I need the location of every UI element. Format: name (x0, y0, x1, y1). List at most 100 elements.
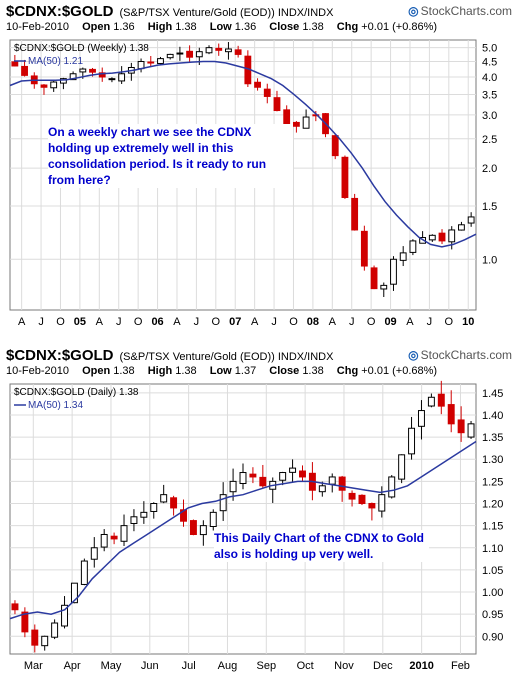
candle (90, 537, 98, 568)
candle-body (378, 494, 386, 512)
x-tick-label: May (101, 660, 122, 672)
candle (399, 246, 407, 267)
plot-area (9, 383, 477, 655)
candle-body (360, 230, 368, 267)
candle-body (467, 216, 475, 224)
chart-symbol: $CDNX:$GOLD (6, 347, 114, 364)
quote-open-label: Open (82, 21, 111, 33)
x-tick-label: 2010 (409, 660, 433, 672)
x-tick-label: Aug (218, 660, 238, 672)
candle-body (11, 61, 19, 67)
chart-description: (S&P/TSX Venture/Gold (EOD)) INDX/INDX (119, 351, 334, 363)
candle (351, 193, 359, 231)
quote-close: 1.38 (302, 365, 324, 377)
candle-body (176, 52, 184, 55)
candle-body (254, 81, 261, 88)
candle-body (41, 635, 49, 647)
candle (254, 78, 261, 91)
candle-body (348, 492, 356, 500)
candle-body (341, 156, 349, 198)
x-tick-label: Feb (451, 660, 470, 672)
quote-close: 1.38 (302, 21, 324, 33)
candle-body (428, 234, 436, 241)
candle-body (89, 68, 96, 73)
y-tick-label: 3.0 (482, 110, 497, 122)
candle (370, 265, 378, 290)
candle (338, 475, 346, 502)
candle (205, 45, 213, 55)
candle (331, 134, 339, 160)
candle (428, 234, 436, 242)
candle-body (61, 604, 69, 627)
y-tick-label: 5.0 (482, 43, 497, 55)
quote-close-label: Close (269, 21, 300, 33)
candle (368, 502, 376, 521)
candle-body (331, 135, 339, 157)
candle-body (215, 47, 223, 51)
candle (186, 45, 194, 63)
candle-body (59, 78, 67, 84)
candle-body (110, 535, 118, 540)
candle (341, 155, 349, 199)
x-tick-label: Dec (373, 660, 393, 672)
x-tick-label: O (134, 316, 143, 328)
candle-body (50, 81, 58, 89)
candle (110, 532, 118, 545)
candle (302, 109, 310, 129)
candle-body (195, 51, 203, 58)
candle-body (283, 109, 291, 125)
candle (160, 484, 168, 504)
candle (417, 400, 425, 440)
x-tick-label: Jun (141, 660, 159, 672)
candle (437, 380, 445, 415)
candle-body (438, 232, 446, 242)
candle (457, 406, 465, 442)
candle-body (408, 427, 416, 455)
candle-body (180, 509, 187, 522)
quote-low-label: Low (209, 21, 232, 33)
brand-logo[interactable]: ◎ StockCharts.com (408, 4, 512, 18)
stockcharts-logo-icon: ◎ (408, 4, 419, 18)
candle-body (225, 48, 232, 53)
candle (467, 420, 475, 439)
candle-body (318, 485, 326, 493)
candle-body (239, 472, 247, 485)
quote-close-label: Close (269, 365, 300, 377)
candle (51, 619, 59, 640)
candle-body (21, 611, 29, 633)
x-tick-label: 08 (307, 316, 319, 328)
ma50-line (9, 60, 477, 248)
candle (225, 42, 232, 60)
y-tick-label: 2.0 (482, 163, 497, 175)
candle (41, 635, 49, 651)
y-tick-label: 1.0 (482, 254, 497, 266)
y-tick-label: 4.0 (482, 72, 497, 84)
candle-body (409, 240, 417, 253)
candle-body (209, 511, 217, 528)
candle-body (186, 50, 194, 58)
y-tick-label: 1.30 (482, 454, 503, 466)
candle (279, 471, 287, 486)
candle-body (98, 72, 106, 78)
brand-name: StockCharts.com (420, 4, 512, 18)
candle (273, 90, 281, 112)
candle-body (90, 547, 98, 560)
candle-body (205, 47, 213, 54)
candle (398, 454, 406, 484)
x-tick-label: Apr (64, 660, 81, 672)
chart-title: $CDNX:$GOLD (S&P/TSX Venture/Gold (EOD)) … (6, 347, 333, 365)
candle (348, 490, 356, 507)
quote-line: 10-Feb-2010 Open 1.38 High 1.38 Low 1.37… (6, 365, 437, 377)
candle-body (338, 476, 346, 491)
x-tick-label: J (116, 316, 122, 328)
candle-body (263, 88, 271, 97)
candle-body (40, 84, 48, 88)
quote-chg-label: Chg (336, 21, 359, 33)
quote-high-label: High (147, 365, 173, 377)
candle (31, 624, 39, 653)
x-tick-label: A (251, 316, 259, 328)
brand-logo[interactable]: ◎ StockCharts.com (408, 348, 512, 362)
candle-body (166, 53, 174, 59)
x-tick-label: O (367, 316, 376, 328)
candle-body (150, 503, 158, 512)
